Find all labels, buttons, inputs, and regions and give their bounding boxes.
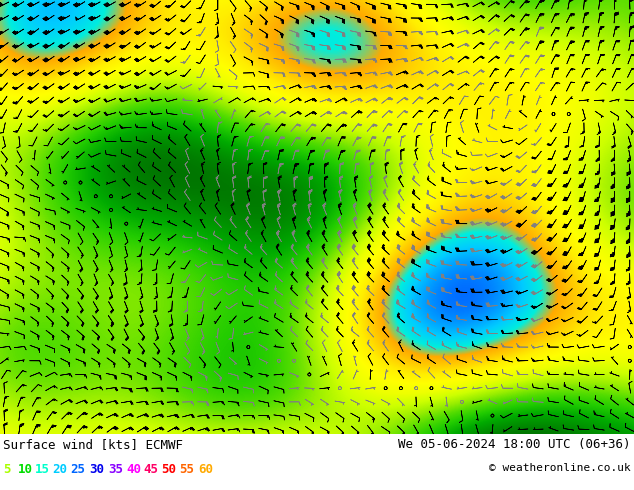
Text: 20: 20 [52, 463, 67, 476]
Text: 15: 15 [35, 463, 50, 476]
Text: 30: 30 [89, 463, 104, 476]
Text: 40: 40 [126, 463, 141, 476]
Text: 60: 60 [198, 463, 213, 476]
Text: © weatheronline.co.uk: © weatheronline.co.uk [489, 463, 631, 473]
Text: 45: 45 [143, 463, 158, 476]
Text: 5: 5 [3, 463, 11, 476]
Text: 55: 55 [179, 463, 194, 476]
Text: 25: 25 [70, 463, 85, 476]
Text: 50: 50 [161, 463, 176, 476]
Text: 35: 35 [108, 463, 123, 476]
Text: 10: 10 [18, 463, 33, 476]
Text: We 05-06-2024 18:00 UTC (06+36): We 05-06-2024 18:00 UTC (06+36) [399, 438, 631, 451]
Text: Surface wind [kts] ECMWF: Surface wind [kts] ECMWF [3, 438, 183, 451]
